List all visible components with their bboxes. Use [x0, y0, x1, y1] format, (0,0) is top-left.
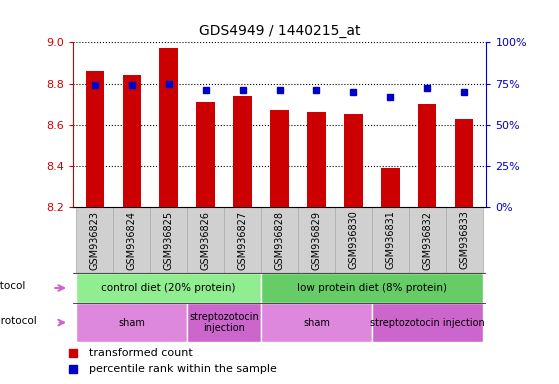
- Text: GSM936833: GSM936833: [459, 210, 469, 270]
- Text: GSM936825: GSM936825: [164, 210, 174, 270]
- Text: streptozotocin
injection: streptozotocin injection: [190, 312, 259, 333]
- Text: GSM936829: GSM936829: [311, 210, 321, 270]
- Bar: [298, 207, 335, 273]
- Bar: [86, 71, 104, 207]
- Bar: [261, 207, 298, 273]
- Text: GSM936826: GSM936826: [201, 210, 211, 270]
- Bar: [261, 303, 372, 342]
- Text: GSM936824: GSM936824: [127, 210, 137, 270]
- Bar: [224, 207, 261, 273]
- Bar: [150, 207, 187, 273]
- Text: control diet (20% protein): control diet (20% protein): [101, 283, 236, 293]
- Bar: [270, 110, 289, 207]
- Text: GSM936832: GSM936832: [422, 210, 432, 270]
- Bar: [418, 104, 437, 207]
- Text: streptozotocin injection: streptozotocin injection: [370, 318, 485, 328]
- Title: GDS4949 / 1440215_at: GDS4949 / 1440215_at: [199, 25, 360, 38]
- Bar: [159, 48, 178, 207]
- Bar: [77, 303, 187, 342]
- Bar: [335, 207, 372, 273]
- Text: protocol: protocol: [0, 316, 36, 326]
- Bar: [381, 168, 400, 207]
- Bar: [113, 207, 150, 273]
- Bar: [77, 207, 113, 273]
- Bar: [77, 273, 261, 303]
- Bar: [187, 207, 224, 273]
- Text: transformed count: transformed count: [89, 348, 193, 358]
- Text: percentile rank within the sample: percentile rank within the sample: [89, 364, 277, 374]
- Bar: [446, 207, 482, 273]
- Text: GSM936831: GSM936831: [385, 210, 395, 270]
- Text: GSM936828: GSM936828: [274, 210, 285, 270]
- Text: GSM936827: GSM936827: [238, 210, 248, 270]
- Text: sham: sham: [303, 318, 330, 328]
- Text: GSM936830: GSM936830: [348, 210, 358, 270]
- Text: low protein diet (8% protein): low protein diet (8% protein): [297, 283, 447, 293]
- Bar: [196, 102, 215, 207]
- Bar: [344, 114, 363, 207]
- Text: growth protocol: growth protocol: [0, 281, 26, 291]
- Bar: [233, 96, 252, 207]
- Bar: [122, 75, 141, 207]
- Bar: [187, 303, 261, 342]
- Bar: [409, 207, 446, 273]
- Bar: [372, 207, 409, 273]
- Text: GSM936823: GSM936823: [90, 210, 100, 270]
- Bar: [455, 119, 473, 207]
- Bar: [307, 113, 326, 207]
- Bar: [261, 273, 482, 303]
- Text: sham: sham: [119, 318, 145, 328]
- Bar: [372, 303, 482, 342]
